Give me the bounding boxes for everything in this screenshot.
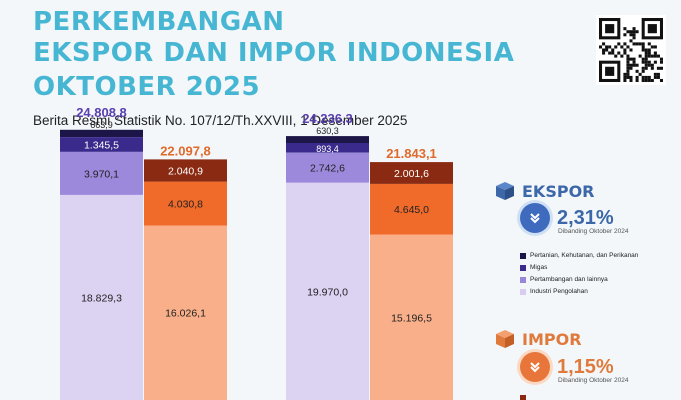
bar-segment-impor-0-0 bbox=[144, 225, 227, 400]
impor-legend-swatch bbox=[520, 395, 526, 400]
chevron-down-icon bbox=[520, 203, 550, 233]
bar-total-label-ekspor: 24.808,8 bbox=[76, 105, 127, 120]
bar-segment-label: 18.829,3 bbox=[81, 293, 122, 305]
ekspor-header: EKSPOR bbox=[494, 180, 595, 202]
bar-segment-label: 19.970,0 bbox=[307, 286, 348, 298]
page-title-line-1: PERKEMBANGAN bbox=[33, 7, 285, 37]
bar-segment-label: 630,3 bbox=[316, 126, 339, 136]
ekspor-change-value: 2,31% bbox=[557, 207, 614, 229]
bar-segment-impor-1-0 bbox=[370, 234, 453, 400]
bar-segment-impor-0-1 bbox=[144, 181, 227, 226]
bar-segment-impor-1-2 bbox=[370, 162, 453, 184]
page-title-line-3: OKTOBER 2025 bbox=[33, 72, 261, 102]
bar-segment-label: 4.030,8 bbox=[168, 199, 203, 211]
qr-code-graphic bbox=[599, 18, 663, 82]
bar-segment-label: 3.970,1 bbox=[84, 168, 119, 180]
container-box-icon bbox=[496, 182, 514, 200]
legend-swatch bbox=[520, 288, 526, 295]
legend-item: Industri Pengolahan bbox=[520, 286, 638, 297]
container-box-icon bbox=[496, 330, 514, 348]
legend-label: Pertambangan dan lainnya bbox=[530, 276, 608, 283]
legend-swatch bbox=[520, 252, 526, 259]
impor-header: IMPOR bbox=[494, 328, 582, 350]
bar-total-label-impor: 21.843,1 bbox=[386, 146, 437, 161]
ekspor-legend: Pertanian, Kehutanan, dan Perikanan Miga… bbox=[520, 250, 638, 298]
bar-segment-label: 15.196,5 bbox=[391, 312, 432, 324]
bar-segment-label: 4.645,0 bbox=[394, 204, 429, 216]
legend-label: Pertanian, Kehutanan, dan Perikanan bbox=[530, 252, 639, 259]
legend-item: Pertanian, Kehutanan, dan Perikanan bbox=[520, 250, 638, 261]
bar-segment-ekspor-1-2 bbox=[286, 142, 369, 153]
bar-segment-ekspor-1-1 bbox=[286, 152, 369, 183]
page-title-line-2: EKSPOR DAN IMPOR INDONESIA bbox=[33, 38, 515, 68]
impor-change-badge: 1,15% bbox=[520, 352, 614, 382]
bar-total-label-ekspor: 24.236,3 bbox=[302, 111, 353, 126]
bar-segment-ekspor-0-3 bbox=[60, 129, 143, 137]
stacked-bar-chart: 18.829,3 3.970,1 1.345,5 663,924.808,8 16.02… bbox=[60, 105, 453, 400]
bar-segment-ekspor-0-0 bbox=[60, 194, 143, 400]
legend-item: Migas bbox=[520, 262, 638, 273]
bar-segment-ekspor-0-1 bbox=[60, 151, 143, 195]
bar-segment-label: 1.345,5 bbox=[84, 139, 119, 151]
impor-change-caption: Dibanding Oktober 2024 bbox=[558, 377, 629, 384]
legend-label: Migas bbox=[530, 264, 548, 271]
legend-label: Industri Pengolahan bbox=[530, 288, 588, 295]
bar-segment-label: 2.742,6 bbox=[310, 163, 345, 175]
bar-segment-ekspor-0-2 bbox=[60, 137, 143, 152]
legend-swatch bbox=[520, 264, 526, 271]
qr-code-icon[interactable] bbox=[596, 15, 666, 85]
ekspor-change-caption: Dibanding Oktober 2024 bbox=[558, 228, 629, 235]
ekspor-change-badge: 2,31% bbox=[520, 203, 614, 233]
legend-item: Pertambangan dan lainnya bbox=[520, 274, 638, 285]
bar-segment-label: 2.001,6 bbox=[394, 168, 429, 180]
bar-segment-ekspor-1-0 bbox=[286, 182, 369, 400]
bar-segment-label: 2.040,9 bbox=[168, 166, 203, 178]
impor-change-value: 1,15% bbox=[557, 356, 614, 378]
bar-segment-impor-0-2 bbox=[144, 159, 227, 182]
bar-segment-impor-1-1 bbox=[370, 183, 453, 235]
page-subtitle: Berita Resmi Statistik No. 107/12/Th.XXV… bbox=[33, 113, 408, 128]
bar-segment-label: 16.026,1 bbox=[165, 308, 206, 320]
chevron-down-icon bbox=[520, 352, 550, 382]
bar-total-label-impor: 22.097,8 bbox=[160, 143, 211, 158]
bar-segment-label: 663,9 bbox=[90, 120, 113, 130]
legend-swatch bbox=[520, 276, 526, 283]
impor-label: IMPOR bbox=[522, 329, 582, 349]
bar-segment-label: 893,4 bbox=[316, 144, 339, 154]
ekspor-label: EKSPOR bbox=[522, 181, 595, 201]
bar-segment-ekspor-1-3 bbox=[286, 136, 369, 143]
